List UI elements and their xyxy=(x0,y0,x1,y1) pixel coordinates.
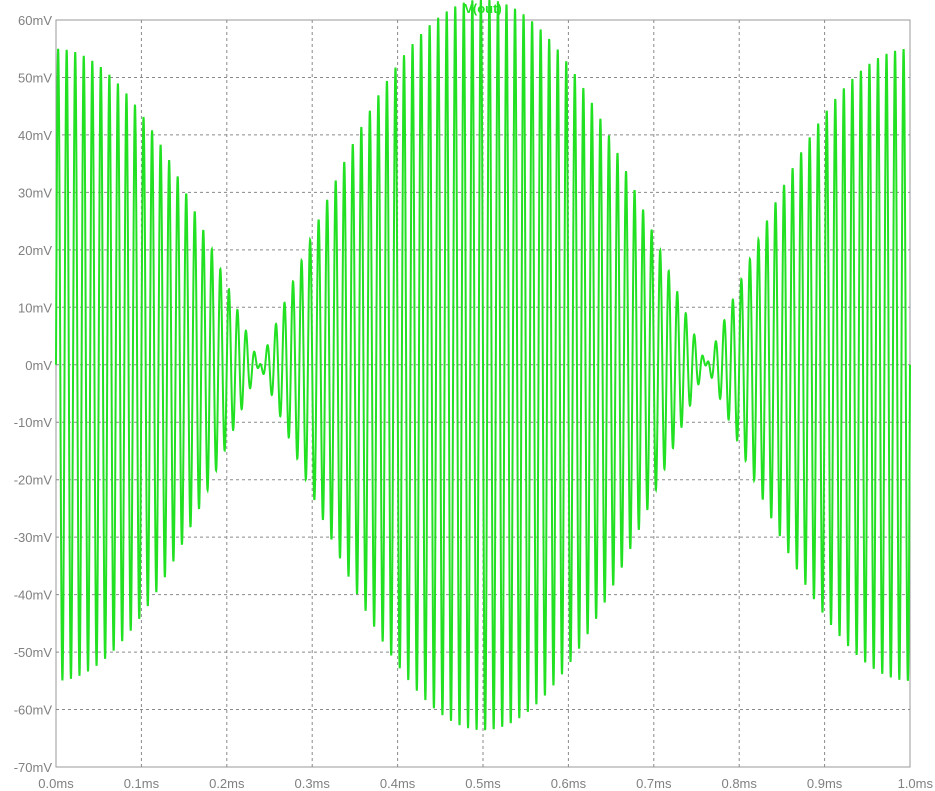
x-tick-label: 0.2ms xyxy=(209,776,245,791)
y-tick-label: -40mV xyxy=(14,588,53,603)
chart-title: V(out) xyxy=(464,1,502,16)
x-tick-label: 0.7ms xyxy=(636,776,672,791)
y-tick-label: 30mV xyxy=(18,185,52,200)
x-tick-label: 0.3ms xyxy=(294,776,330,791)
vout-trace xyxy=(55,0,911,731)
x-tick-label: 0.4ms xyxy=(380,776,416,791)
x-tick-label: 1.0ms xyxy=(898,776,934,791)
y-tick-label: 60mV xyxy=(18,13,52,28)
y-tick-label: -50mV xyxy=(14,645,53,660)
y-tick-label: -20mV xyxy=(14,473,53,488)
y-tick-label: 40mV xyxy=(18,128,52,143)
y-tick-label: -60mV xyxy=(14,703,53,718)
y-tick-label: 20mV xyxy=(18,243,52,258)
x-tick-label: 0.9ms xyxy=(807,776,843,791)
x-tick-label: 0.6ms xyxy=(551,776,587,791)
x-tick-labels: 0.0ms 0.1ms 0.2ms 0.3ms 0.4ms 0.5ms 0.6ms 0.7ms… xyxy=(38,776,933,791)
y-tick-label: -10mV xyxy=(14,415,53,430)
x-tick-label: 0.0ms xyxy=(38,776,74,791)
x-tick-label: 0.1ms xyxy=(124,776,160,791)
y-tick-label: 10mV xyxy=(18,300,52,315)
x-tick-label: 0.8ms xyxy=(721,776,757,791)
y-tick-labels: 60mV 50mV 40mV 30mV 20mV 10mV 0mV -10mV -20mV -30… xyxy=(14,13,53,775)
y-tick-label: -30mV xyxy=(14,530,53,545)
y-tick-label: -70mV xyxy=(14,760,53,775)
y-tick-label: 50mV xyxy=(18,70,52,85)
y-tick-label: 0mV xyxy=(25,358,52,373)
x-tick-label: 0.5ms xyxy=(465,776,501,791)
